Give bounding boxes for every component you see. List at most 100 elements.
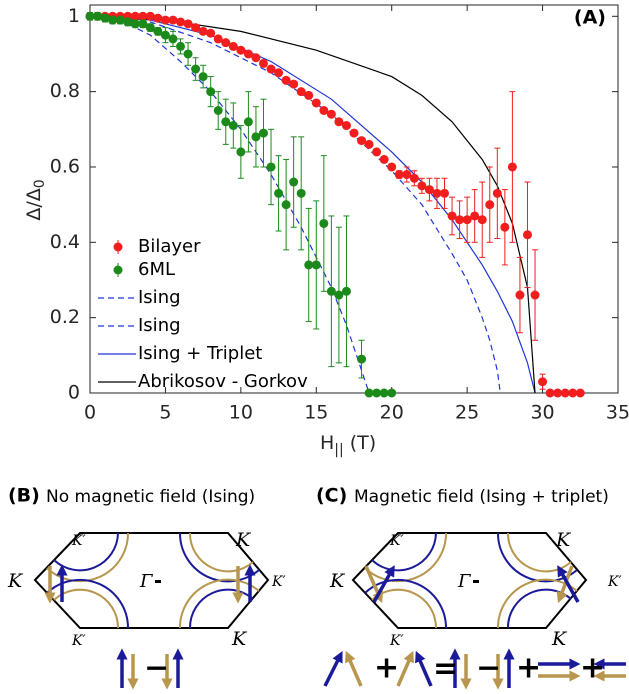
data-point <box>560 388 570 398</box>
panel-label: (A) <box>574 7 606 29</box>
gamma-label: Γ <box>457 571 472 592</box>
x-tick-label: 15 <box>304 402 328 424</box>
k-label: K <box>231 628 248 650</box>
data-point <box>153 26 163 36</box>
data-point <box>311 98 321 108</box>
data-point <box>281 75 291 85</box>
data-point <box>221 38 231 48</box>
k-label: K <box>555 529 572 551</box>
x-tick-label: 25 <box>455 402 479 424</box>
data-point <box>341 121 351 131</box>
y-axis-label: Δ/Δ0 <box>23 179 49 220</box>
x-tick-label: 5 <box>159 402 171 424</box>
data-point <box>213 34 223 44</box>
data-point <box>198 26 208 36</box>
x-tick-label: 0 <box>84 402 96 424</box>
data-point <box>206 28 216 38</box>
spin-arrows <box>323 565 626 690</box>
data-point <box>123 17 133 27</box>
data-point <box>304 90 314 100</box>
data-point <box>319 218 329 228</box>
legend-label: Ising <box>138 287 181 308</box>
legend-entry: Ising + Triplet <box>98 343 262 364</box>
data-point <box>183 49 193 59</box>
data-point <box>372 388 382 398</box>
data-point <box>138 19 148 29</box>
data-point <box>168 15 178 25</box>
panel-label: (B) <box>8 485 40 507</box>
data-point <box>243 49 253 59</box>
data-point <box>575 388 585 398</box>
data-point <box>138 11 148 21</box>
data-point <box>311 260 321 270</box>
y-tick-label: 0.2 <box>50 306 80 328</box>
data-point <box>357 354 367 364</box>
data-point <box>228 121 238 131</box>
data-point <box>191 23 201 33</box>
data-point <box>522 230 532 240</box>
legend-entry: Ising <box>98 315 181 336</box>
data-point <box>538 377 548 387</box>
data-point <box>258 128 268 138</box>
data-point <box>462 215 472 225</box>
data-point <box>349 128 359 138</box>
data-point <box>470 211 480 221</box>
k-label: K′ <box>607 574 622 590</box>
data-point <box>289 79 299 89</box>
gamma-label: Γ <box>139 571 154 592</box>
curve <box>89 15 501 394</box>
data-point <box>176 17 186 27</box>
data-point <box>206 87 216 97</box>
data-point <box>130 19 140 29</box>
data-point <box>243 117 253 127</box>
data-point <box>289 177 299 187</box>
x-axis-label-sub: || <box>334 442 343 458</box>
data-point <box>304 260 314 270</box>
curve <box>89 15 536 394</box>
data-point <box>334 117 344 127</box>
data-point <box>168 34 178 44</box>
data-point <box>553 388 563 398</box>
legend-label: 6ML <box>138 259 175 280</box>
x-tick-label: 30 <box>530 402 554 424</box>
data-point <box>266 162 276 172</box>
data-point <box>281 200 291 210</box>
data-point <box>93 11 103 21</box>
data-point <box>485 200 495 210</box>
data-point <box>379 154 389 164</box>
data-point <box>357 136 367 146</box>
data-point <box>191 64 201 74</box>
k-label: K <box>329 570 346 592</box>
data-point <box>85 11 95 21</box>
data-point <box>326 109 336 119</box>
equation-symbol: + <box>580 651 605 686</box>
data-point <box>183 19 193 29</box>
data-point <box>424 185 434 195</box>
data-point <box>236 45 246 55</box>
data-point <box>198 72 208 82</box>
data-point <box>266 64 276 74</box>
data-point <box>530 290 540 300</box>
y-tick-label: 0.4 <box>50 231 80 253</box>
k-label: K <box>551 628 568 650</box>
k-label: K′ <box>271 574 286 590</box>
legend-label: Bilayer <box>138 236 201 257</box>
data-point <box>160 30 170 40</box>
equation-symbol: + <box>516 651 541 686</box>
data-point <box>236 147 246 157</box>
data-point <box>251 132 261 142</box>
k-label: K′ <box>389 633 404 649</box>
data-point <box>545 388 555 398</box>
data-point <box>326 286 336 296</box>
data-point <box>145 23 155 33</box>
data-point <box>432 188 442 198</box>
data-point <box>176 41 186 51</box>
data-point <box>130 11 140 21</box>
data-point <box>568 388 578 398</box>
data-point <box>108 15 118 25</box>
legend-label: Ising + Triplet <box>138 343 262 364</box>
legend-marker <box>113 265 123 275</box>
plot-frame <box>89 4 619 394</box>
equation-symbol: − <box>476 651 501 686</box>
panel-title: No magnetic field (Ising) <box>46 487 255 507</box>
